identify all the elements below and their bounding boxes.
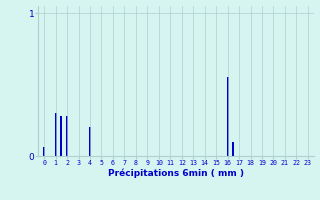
Bar — [89, 127, 91, 156]
Bar — [66, 116, 68, 156]
X-axis label: Précipitations 6min ( mm ): Précipitations 6min ( mm ) — [108, 169, 244, 178]
Bar — [43, 147, 45, 156]
Bar — [227, 77, 228, 156]
Bar — [55, 113, 57, 156]
Bar — [60, 116, 62, 156]
Bar — [232, 142, 234, 156]
